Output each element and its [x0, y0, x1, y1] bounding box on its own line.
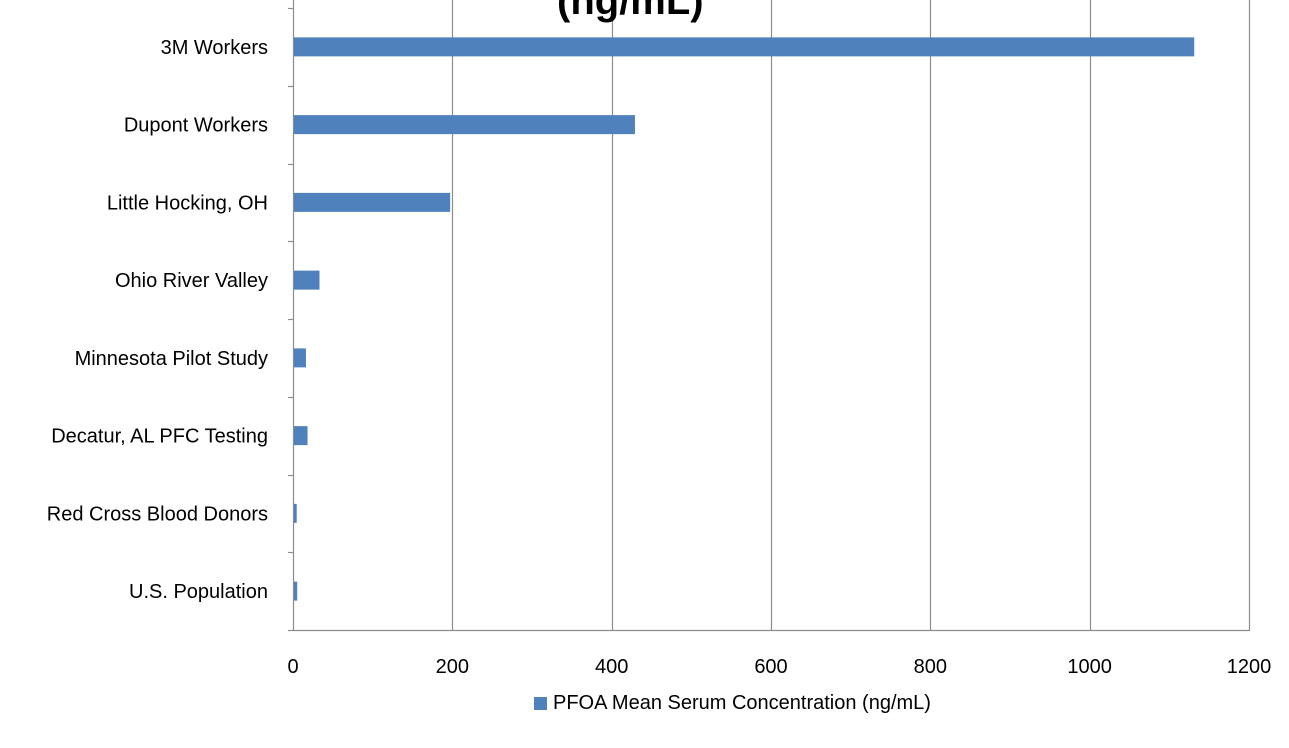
category-label: U.S. Population — [129, 581, 268, 603]
x-tick-label: 1000 — [1067, 656, 1112, 678]
chart-title: (ng/mL) — [557, 0, 704, 23]
legend-swatch — [534, 697, 547, 710]
bar — [294, 37, 1195, 57]
category-label: Dupont Workers — [124, 115, 268, 137]
category-label: Red Cross Blood Donors — [47, 503, 268, 525]
category-label: Ohio River Valley — [115, 270, 268, 292]
category-labels: 3M Workers Dupont Workers Little Hocking, … — [47, 37, 268, 603]
bar — [294, 115, 635, 135]
category-label: 3M Workers — [161, 37, 268, 59]
bar — [294, 581, 298, 601]
x-tick-label: 600 — [754, 656, 787, 678]
legend: PFOA Mean Serum Concentration (ng/mL) — [534, 692, 931, 715]
gridlines — [288, 0, 1251, 632]
x-tick-label: 0 — [287, 656, 298, 678]
bar — [294, 503, 297, 523]
bar — [294, 426, 308, 446]
bars — [294, 37, 1195, 601]
bar — [294, 348, 306, 368]
category-label: Little Hocking, OH — [107, 192, 268, 214]
legend-label: PFOA Mean Serum Concentration (ng/mL) — [553, 692, 931, 714]
x-tick-label: 1200 — [1227, 656, 1272, 678]
bar — [294, 192, 451, 212]
x-tick-label: 200 — [436, 656, 469, 678]
category-label: Decatur, AL PFC Testing — [51, 426, 268, 448]
x-tick-label: 400 — [595, 656, 628, 678]
x-tick-label: 800 — [914, 656, 947, 678]
tick-labels: 0 200 400 600 800 1000 1200 — [287, 656, 1271, 678]
category-label: Minnesota Pilot Study — [75, 348, 268, 370]
bar — [294, 270, 320, 290]
